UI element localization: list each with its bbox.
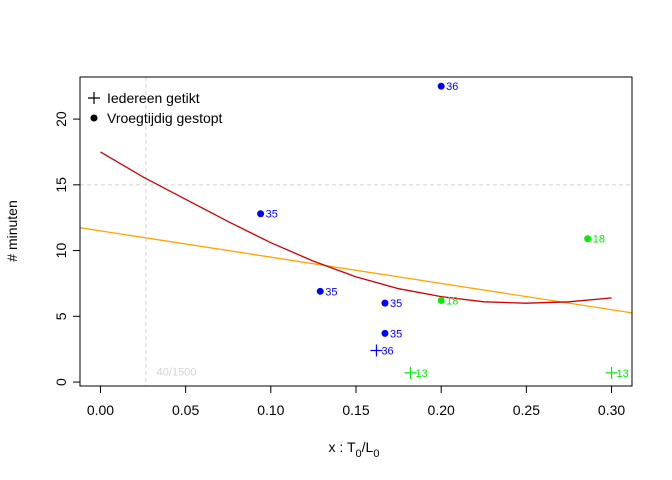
x-tick-label: 0.00: [87, 402, 114, 418]
x-tick-label: 0.15: [342, 402, 369, 418]
legend: Iedereen getikt Vroegtijdig gestopt: [88, 90, 223, 126]
reference-lines: 40/1500: [80, 77, 632, 386]
data-point: 36: [370, 344, 394, 357]
y-tick-label: 15: [53, 177, 69, 193]
point-label: 36: [446, 81, 458, 93]
point-label: 35: [390, 328, 402, 340]
x-tick-label: 0.30: [598, 402, 625, 418]
point-marker: [404, 366, 417, 379]
point-marker: [605, 366, 618, 379]
y-axis-title: # minuten: [4, 200, 20, 261]
fit-lines: [80, 151, 632, 314]
point-marker: [437, 82, 445, 90]
point-label: 35: [325, 286, 337, 298]
point-label: 18: [446, 296, 458, 308]
data-point: 35: [381, 328, 402, 340]
point-marker: [381, 299, 389, 307]
point-marker: [437, 297, 445, 305]
point-label: 35: [266, 209, 278, 221]
point-label: 36: [381, 345, 393, 357]
plus-icon: [88, 92, 100, 104]
x-tick-label: 0.25: [513, 402, 540, 418]
data-point: 18: [584, 234, 605, 246]
data-point: 35: [257, 209, 278, 221]
legend-label: Vroegtijdig gestopt: [107, 110, 223, 126]
linear-fit-line: [80, 227, 632, 314]
point-marker: [257, 210, 265, 218]
data-point: 36: [437, 81, 458, 93]
legend-entry-iedereen-getikt: Iedereen getikt: [88, 90, 200, 106]
point-label: 13: [617, 368, 629, 380]
data-point: 13: [605, 366, 629, 380]
y-axis: 0 5 10 15 20: [53, 111, 81, 386]
y-tick-label: 5: [53, 312, 69, 320]
data-point: 18: [437, 296, 458, 308]
reference-annotation: 40/1500: [157, 367, 197, 379]
y-tick-label: 20: [53, 111, 69, 127]
x-tick-label: 0.20: [428, 402, 455, 418]
x-tick-label: 0.10: [257, 402, 284, 418]
point-label: 18: [593, 234, 605, 246]
y-tick-label: 10: [53, 243, 69, 259]
point-marker: [584, 235, 592, 243]
x-axis: 0.00 0.05 0.10 0.15 0.20 0.25 0.30: [87, 385, 625, 418]
data-point: 35: [381, 298, 402, 310]
y-tick-label: 0: [53, 378, 69, 386]
point-marker: [370, 344, 383, 357]
legend-label: Iedereen getikt: [107, 90, 200, 106]
point-marker: [316, 287, 324, 295]
dot-icon: [90, 114, 98, 122]
point-marker: [381, 329, 389, 337]
x-tick-label: 0.05: [172, 402, 199, 418]
legend-entry-vroegtijdig-gestopt: Vroegtijdig gestopt: [90, 110, 223, 126]
curve-fit-line: [100, 151, 612, 304]
data-points: 35 35 35 35 36 36 18 18 13 13: [257, 81, 629, 380]
x-axis-title: x : T0/L0: [329, 439, 380, 460]
data-point: 13: [404, 366, 428, 380]
point-label: 13: [416, 368, 428, 380]
data-point: 35: [316, 286, 337, 298]
point-label: 35: [390, 298, 402, 310]
